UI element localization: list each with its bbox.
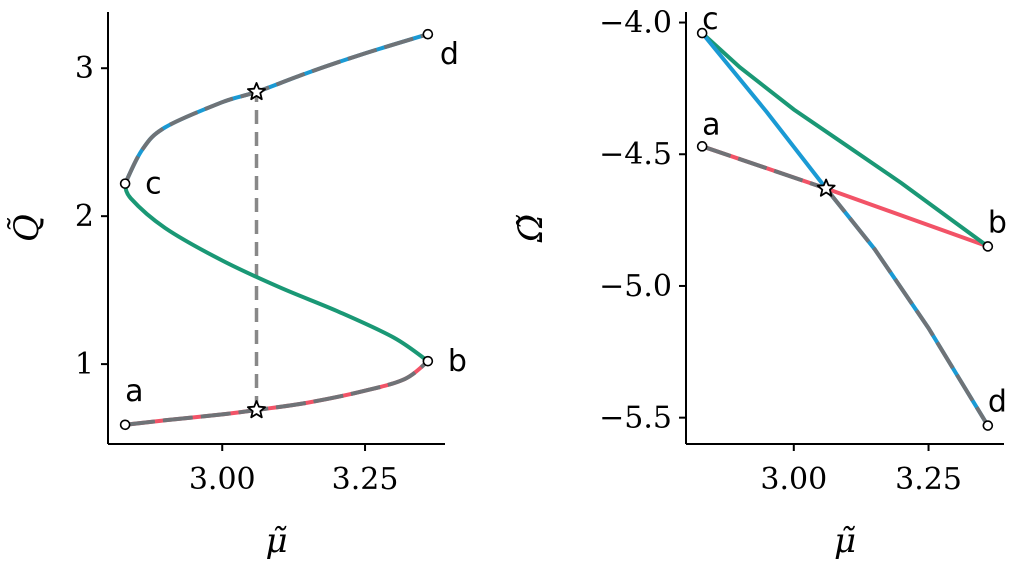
series-line-2 — [123, 32, 430, 186]
x-tick-label: 3.25 — [332, 462, 399, 497]
series-dashed-overlay-2 — [824, 187, 990, 427]
point-marker-d — [422, 28, 434, 40]
series-line-1 — [123, 181, 430, 364]
point-marker-b — [422, 355, 434, 367]
y-tick-label: −5.5 — [599, 401, 672, 436]
series-dashed-overlay-0 — [701, 144, 827, 191]
left-chart-panel: 3.00 3.25 1 2 3 μ̃ Q̃ a b c d — [7, 12, 467, 561]
series-dashed-overlay-2 — [123, 32, 429, 185]
star-marker — [247, 82, 266, 101]
y-axis-label: Ω̃ — [511, 214, 551, 243]
point-label-a: a — [125, 374, 143, 409]
y-tick-label: 1 — [75, 347, 94, 382]
star-marker — [816, 178, 836, 197]
point-label-d: d — [988, 385, 1007, 420]
series-line-0 — [123, 359, 430, 427]
y-axis-label: Q̃ — [7, 214, 47, 242]
series-dashed-overlay-0 — [124, 359, 430, 427]
x-axis-label: μ̃ — [265, 521, 287, 561]
point-marker-b — [982, 241, 994, 252]
y-tick-label: 2 — [75, 199, 94, 234]
x-tick-label: 3.00 — [189, 462, 256, 497]
x-tick-label: 3.00 — [760, 462, 827, 497]
y-tick-label: −4.5 — [599, 137, 672, 172]
star-marker — [247, 400, 266, 419]
point-label-b: b — [448, 344, 467, 379]
y-tick-label: −5.0 — [599, 269, 672, 304]
x-tick-label: 3.25 — [895, 462, 962, 497]
point-label-d: d — [440, 37, 459, 72]
point-marker-a — [119, 419, 131, 431]
y-tick-label: 3 — [75, 51, 94, 86]
point-marker-c — [696, 27, 708, 39]
x-axis-label: μ̃ — [834, 521, 856, 561]
point-marker-c — [119, 178, 131, 189]
point-label-c: c — [702, 2, 719, 37]
point-label-a: a — [702, 107, 720, 142]
y-tick-label: −4.0 — [599, 6, 672, 41]
right-chart-panel: 3.00 3.25 −4.0 −4.5 −5.0 −5.5 μ̃ Ω̃ a b c d — [511, 2, 1007, 561]
point-marker-d — [982, 420, 994, 431]
point-label-c: c — [145, 167, 162, 202]
point-label-b: b — [988, 205, 1007, 240]
series-line-1 — [700, 31, 990, 249]
point-marker-a — [696, 141, 708, 152]
